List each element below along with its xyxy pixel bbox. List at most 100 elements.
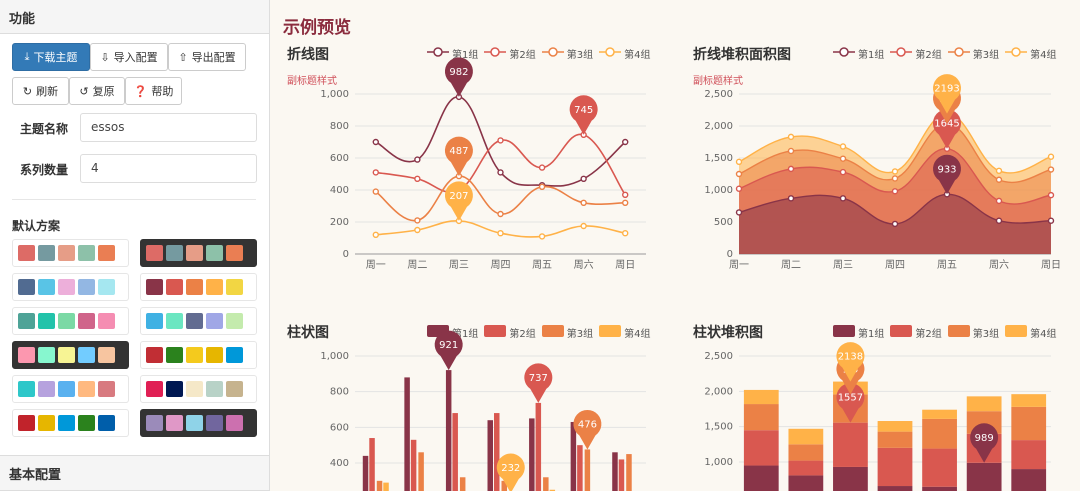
legend-item[interactable]: 第2组 <box>890 325 942 340</box>
data-point <box>839 195 847 202</box>
color-chip <box>78 347 95 363</box>
legend-box-icon <box>484 325 507 340</box>
legend-item[interactable]: 第4组 <box>599 46 651 61</box>
color-chip <box>38 381 55 397</box>
color-scheme-option[interactable] <box>12 409 129 437</box>
color-chip <box>58 245 75 261</box>
data-point <box>735 209 743 216</box>
max-marker: 982 <box>444 57 473 97</box>
data-point <box>622 199 629 207</box>
legend-line-icon <box>833 47 855 60</box>
legend-item[interactable]: 第3组 <box>947 46 999 61</box>
color-chip <box>98 347 115 363</box>
help-button[interactable]: ❓ 帮助 <box>125 77 182 105</box>
legend-label: 第4组 <box>1030 329 1057 340</box>
color-scheme-option[interactable] <box>140 273 257 301</box>
color-chip <box>206 279 223 295</box>
data-point <box>497 229 504 237</box>
bar <box>543 477 549 491</box>
color-chip <box>226 279 243 295</box>
color-scheme-option[interactable] <box>12 239 129 267</box>
color-scheme-option[interactable] <box>140 239 257 267</box>
color-chip <box>58 347 75 363</box>
color-scheme-option[interactable] <box>12 341 129 369</box>
import-config-button[interactable]: ⇩ 导入配置 <box>90 43 168 71</box>
color-scheme-option[interactable] <box>12 307 129 335</box>
legend-item[interactable]: 第1组 <box>833 325 884 340</box>
series-count-input[interactable]: 4 <box>80 154 257 183</box>
export-config-button[interactable]: ⇧ 导出配置 <box>168 43 246 71</box>
color-scheme-option[interactable] <box>140 409 257 437</box>
x-tick-label: 周二 <box>781 259 801 271</box>
default-schemes-label: 默认方案 <box>12 219 61 233</box>
color-chip <box>38 415 55 431</box>
color-chip <box>58 279 75 295</box>
legend-item[interactable]: 第4组 <box>599 325 651 340</box>
legend-item[interactable]: 第3组 <box>947 325 1000 340</box>
bar-segment <box>788 444 824 461</box>
bar <box>626 454 632 491</box>
color-chip <box>38 279 55 295</box>
bar <box>445 370 452 491</box>
x-tick-label: 周四 <box>491 259 511 271</box>
bar <box>452 413 458 491</box>
color-chip <box>98 415 115 431</box>
legend-item[interactable]: 第2组 <box>484 46 536 61</box>
bar <box>501 480 507 491</box>
max-marker: 487 <box>444 136 473 177</box>
y-tick-label: 800 <box>330 121 349 132</box>
color-chip <box>38 245 55 261</box>
y-tick-label: 2,500 <box>704 89 733 100</box>
x-tick-label: 周四 <box>885 259 905 271</box>
bar-segment <box>922 409 957 419</box>
area-chart-subtitle: 副标题样式 <box>693 76 743 87</box>
divider <box>12 199 256 200</box>
data-point <box>995 176 1003 183</box>
bar <box>494 413 500 491</box>
color-chip <box>38 313 55 329</box>
legend-item[interactable]: 第4组 <box>1005 325 1057 340</box>
color-scheme-option[interactable] <box>12 375 129 403</box>
color-scheme-option[interactable] <box>140 341 257 369</box>
legend-item[interactable]: 第4组 <box>1005 46 1057 61</box>
x-tick-label: 周日 <box>1041 259 1061 271</box>
data-point <box>538 164 546 171</box>
bar <box>577 445 583 491</box>
legend-label: 第3组 <box>972 329 1000 340</box>
legend-line-icon <box>541 47 564 60</box>
download-theme-button[interactable]: ⤓ 下载主题 <box>12 43 90 71</box>
legend-box-icon <box>890 325 913 340</box>
legend-item[interactable]: 第3组 <box>541 46 593 61</box>
data-point <box>735 185 743 192</box>
legend-item[interactable]: 第3组 <box>541 325 593 340</box>
legend-label: 第1组 <box>858 50 885 61</box>
legend-item[interactable]: 第2组 <box>890 46 942 61</box>
data-point <box>787 133 795 141</box>
reset-button[interactable]: ↺ 复原 <box>69 77 125 105</box>
color-chip <box>18 347 35 363</box>
color-chip <box>206 313 223 329</box>
max-marker: 1645 <box>933 109 961 149</box>
legend-item[interactable]: 第1组 <box>427 46 478 61</box>
bar-segment <box>743 389 779 405</box>
legend-item[interactable]: 第2组 <box>484 325 536 340</box>
download-icon: ⤓ <box>24 50 30 63</box>
data-point <box>497 137 504 144</box>
color-scheme-option[interactable] <box>12 273 129 301</box>
legend-item[interactable]: 第1组 <box>833 46 884 61</box>
refresh-button[interactable]: ↻ 刷新 <box>12 77 69 105</box>
data-point <box>414 156 421 163</box>
x-tick-label: 周六 <box>989 259 1009 271</box>
bar-segment <box>788 475 824 491</box>
y-tick-label: 1,000 <box>704 457 733 468</box>
color-scheme-option[interactable] <box>140 307 257 335</box>
line-chart: 0 200 400 600 800 1,000 周一 周二 周三 周四 周五 周六 周日 982 745 48… <box>320 57 1061 491</box>
bar-chart-title: 柱状图 <box>287 325 329 341</box>
bar <box>549 489 556 491</box>
theme-name-input[interactable]: essos <box>80 113 257 142</box>
color-chip <box>18 381 35 397</box>
color-chip <box>166 381 183 397</box>
color-scheme-option[interactable] <box>140 375 257 403</box>
svg-text:487: 487 <box>449 146 468 157</box>
legend-box-icon <box>541 325 564 340</box>
